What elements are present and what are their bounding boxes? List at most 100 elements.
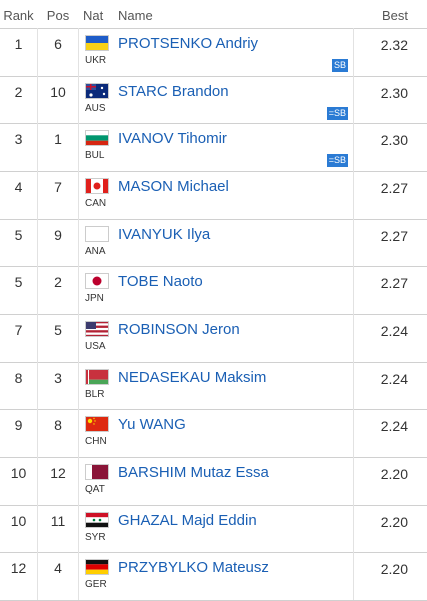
rank: 10 xyxy=(10,465,27,482)
flag-part xyxy=(85,522,109,528)
athlete-name: PROTSENKO Andriy xyxy=(118,35,259,52)
row-separator xyxy=(0,75,427,77)
country-code: AUS xyxy=(85,102,106,114)
rank: 12 xyxy=(10,560,27,577)
rank: 8 xyxy=(14,369,23,386)
flag-part xyxy=(85,559,109,565)
flag xyxy=(85,321,109,338)
column-separator xyxy=(353,218,354,267)
best-result: 2.30 xyxy=(380,84,408,101)
country-code: CHN xyxy=(85,436,107,448)
rank: 5 xyxy=(14,226,23,243)
season-best-badge: =SB xyxy=(326,106,348,120)
flag xyxy=(85,416,109,433)
column-separator xyxy=(353,123,354,171)
flag-part xyxy=(85,85,96,88)
flag-part xyxy=(85,178,91,194)
flag-part xyxy=(93,418,95,420)
column-separator xyxy=(353,75,354,124)
flag xyxy=(85,178,109,194)
row-separator xyxy=(0,361,427,363)
column-separator xyxy=(37,552,38,601)
column-separator xyxy=(353,552,354,601)
country-code: BUL xyxy=(85,150,105,162)
best-result: 2.30 xyxy=(380,132,408,149)
country-code: USA xyxy=(85,341,106,353)
best-result: 2.24 xyxy=(380,323,408,340)
country-code: GER xyxy=(85,579,107,591)
header-separator xyxy=(0,28,427,29)
flag xyxy=(85,559,109,576)
best-result: 2.24 xyxy=(380,370,408,387)
flag-part xyxy=(100,86,104,89)
position: 8 xyxy=(54,417,62,434)
flag-part xyxy=(85,564,109,571)
column-separator xyxy=(353,314,354,362)
flag-part xyxy=(93,423,95,426)
column-separator xyxy=(78,28,79,76)
rank: 3 xyxy=(14,131,23,148)
column-separator xyxy=(37,457,38,505)
column-separator xyxy=(37,266,38,314)
position: 10 xyxy=(50,83,66,100)
row-separator xyxy=(0,504,427,506)
rank: 10 xyxy=(10,512,27,529)
country-code: JPN xyxy=(85,293,104,305)
position: 7 xyxy=(54,179,62,195)
row-separator xyxy=(0,552,427,554)
flag-part xyxy=(85,570,109,576)
column-separator xyxy=(78,457,79,505)
column-separator xyxy=(78,552,79,601)
column-separator xyxy=(78,409,79,458)
flag-part xyxy=(85,516,109,523)
column-separator xyxy=(37,218,38,267)
column-separator xyxy=(353,504,354,553)
column-separator xyxy=(78,171,79,219)
position: 1 xyxy=(54,131,62,148)
rank: 7 xyxy=(14,322,23,339)
flag-part xyxy=(103,178,109,194)
flag xyxy=(85,82,109,99)
position: 6 xyxy=(54,36,62,52)
season-best-badge: SB xyxy=(331,59,348,72)
flag-part xyxy=(94,420,96,423)
best-result: 2.27 xyxy=(380,180,408,196)
athlete-name: NEDASEKAU Maksim xyxy=(118,368,267,386)
flag-part xyxy=(85,43,109,51)
column-separator xyxy=(78,504,79,553)
name-header: Name xyxy=(118,8,153,23)
rank: 9 xyxy=(14,417,23,434)
flag-part xyxy=(85,321,109,324)
column-separator xyxy=(353,457,354,505)
column-separator xyxy=(37,361,38,410)
nat-header: Nat xyxy=(83,8,104,23)
country-code: UKR xyxy=(85,55,107,66)
season-best-badge: =SB xyxy=(326,154,348,168)
position: 12 xyxy=(50,465,66,482)
flag-part xyxy=(85,135,109,142)
column-separator xyxy=(353,28,354,76)
column-separator xyxy=(37,28,38,76)
position: 2 xyxy=(54,274,62,291)
column-separator xyxy=(37,123,38,171)
flag-part xyxy=(102,92,106,95)
row-separator xyxy=(0,409,427,411)
position: 4 xyxy=(54,560,62,577)
athlete-name: IVANOV Tihomir xyxy=(118,130,227,148)
country-code: BLR xyxy=(85,388,105,400)
country-code: CAN xyxy=(85,198,107,209)
flag-part xyxy=(92,276,102,286)
country-code: SYR xyxy=(85,531,106,543)
flag-part xyxy=(85,35,109,43)
column-separator xyxy=(353,361,354,410)
column-separator xyxy=(37,504,38,553)
pos-header: Pos xyxy=(46,8,70,23)
column-separator xyxy=(37,75,38,124)
flag-part xyxy=(85,416,109,433)
country-code: ANA xyxy=(85,245,106,257)
flag-part xyxy=(85,368,109,380)
column-separator xyxy=(353,171,354,219)
country-code: QAT xyxy=(85,484,105,496)
flag xyxy=(85,368,109,385)
